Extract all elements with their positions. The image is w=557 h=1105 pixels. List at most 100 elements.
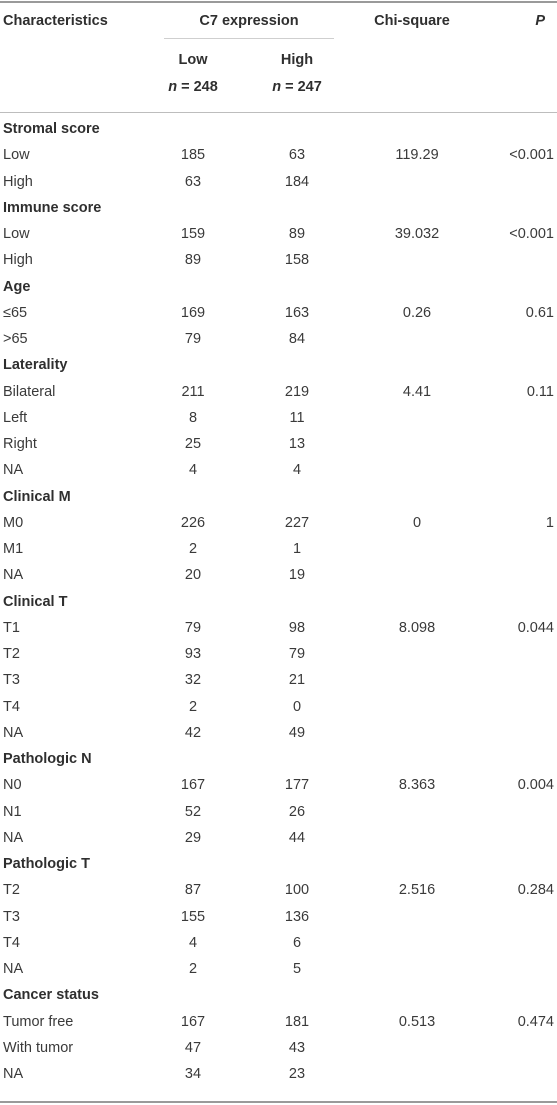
low-count: 167 bbox=[180, 777, 206, 794]
high-count: 43 bbox=[288, 1039, 306, 1056]
high-count: 136 bbox=[284, 908, 310, 925]
group-label: Stromal score bbox=[3, 121, 100, 137]
low-count: 167 bbox=[180, 1013, 206, 1030]
group-label: Cancer status bbox=[3, 987, 99, 1004]
high-count: 19 bbox=[288, 567, 306, 584]
p-value: 0.004 bbox=[517, 777, 554, 794]
header-high-label: High bbox=[280, 52, 314, 68]
high-count: 0 bbox=[292, 698, 302, 715]
p-value: 0.474 bbox=[517, 1013, 554, 1030]
row-label: T2 bbox=[3, 646, 20, 662]
header-p: P bbox=[535, 13, 545, 29]
high-count: 1 bbox=[292, 541, 302, 557]
low-count: 42 bbox=[184, 724, 202, 741]
low-count: 89 bbox=[184, 252, 202, 269]
low-count: 185 bbox=[180, 147, 206, 164]
p-value: <0.001 bbox=[509, 226, 554, 242]
high-count: 177 bbox=[284, 777, 310, 794]
group-header-row: Clinical T bbox=[0, 589, 557, 615]
table-row: T2 93 79 bbox=[0, 641, 557, 667]
row-label: Right bbox=[3, 436, 37, 452]
group-label: Laterality bbox=[3, 357, 68, 374]
group-label: Clinical T bbox=[3, 593, 68, 610]
table-row: NA 42 49 bbox=[0, 720, 557, 746]
p-value: 0.11 bbox=[526, 383, 554, 400]
low-count: 87 bbox=[184, 882, 202, 899]
table-row: Tumor free 167 181 0.513 0.474 bbox=[0, 1009, 557, 1035]
high-count: 23 bbox=[288, 1066, 306, 1082]
p-value: 0.044 bbox=[517, 619, 554, 636]
low-count: 34 bbox=[184, 1066, 202, 1082]
p-value: 0.61 bbox=[525, 304, 554, 321]
row-label: Low bbox=[3, 147, 30, 164]
row-label: NA bbox=[3, 829, 24, 846]
low-count: 79 bbox=[184, 331, 202, 347]
table-row: ≤65 169 163 0.26 0.61 bbox=[0, 300, 557, 326]
low-count: 25 bbox=[184, 436, 202, 452]
table-row: Bilateral 211 219 4.41 0.11 bbox=[0, 379, 557, 405]
row-label: NA bbox=[3, 567, 24, 584]
header-high-n: n = 247 bbox=[272, 79, 322, 95]
table-row: M1 2 1 bbox=[0, 536, 557, 562]
low-count: 211 bbox=[181, 383, 205, 400]
high-count: 26 bbox=[288, 803, 306, 820]
low-count: 169 bbox=[180, 304, 206, 321]
table-row: T3 32 21 bbox=[0, 667, 557, 693]
low-count: 2 bbox=[188, 541, 198, 557]
header-low-label: Low bbox=[178, 52, 208, 68]
low-count: 8 bbox=[188, 409, 198, 426]
row-label: ≤65 bbox=[3, 304, 28, 321]
header-chi-square: Chi-square bbox=[374, 13, 450, 29]
low-count: 29 bbox=[184, 829, 202, 846]
table-row: N1 52 26 bbox=[0, 799, 557, 825]
row-label: T1 bbox=[3, 619, 20, 636]
high-count: 13 bbox=[288, 436, 306, 452]
high-count: 49 bbox=[288, 724, 306, 741]
group-label: Pathologic N bbox=[3, 751, 92, 767]
table-row: High 63 184 bbox=[0, 169, 557, 195]
header-divider bbox=[0, 112, 557, 113]
row-label: >65 bbox=[3, 331, 28, 347]
low-count: 2 bbox=[188, 698, 198, 715]
group-header-row: Age bbox=[0, 274, 557, 300]
table-row: NA 20 19 bbox=[0, 562, 557, 588]
table-bottom-rule bbox=[0, 1101, 557, 1103]
high-count: 5 bbox=[292, 961, 302, 977]
table-body: Stromal score Low 185 63 119.29 <0.001 High 63 1… bbox=[0, 116, 557, 1087]
low-count: 47 bbox=[184, 1039, 202, 1056]
table-row: Left 8 11 bbox=[0, 405, 557, 431]
table-row: High 89 158 bbox=[0, 247, 557, 273]
row-label: M1 bbox=[3, 541, 24, 557]
chi-square-value: 0.513 bbox=[398, 1013, 436, 1030]
low-count: 79 bbox=[184, 619, 202, 636]
high-count: 6 bbox=[292, 934, 302, 951]
high-count: 98 bbox=[288, 619, 306, 636]
table-row: M0 226 227 0 1 bbox=[0, 510, 557, 536]
row-label: High bbox=[3, 173, 33, 190]
group-label: Clinical M bbox=[3, 488, 71, 505]
chi-square-value: 2.516 bbox=[398, 882, 436, 899]
table-row: T1 79 98 8.098 0.044 bbox=[0, 615, 557, 641]
chi-square-value: 39.032 bbox=[394, 226, 440, 242]
low-count: 155 bbox=[180, 908, 206, 925]
chi-square-value: 119.29 bbox=[395, 147, 439, 164]
header-low-n: n = 248 bbox=[168, 79, 218, 95]
group-header-row: Laterality bbox=[0, 352, 557, 378]
row-label: With tumor bbox=[3, 1039, 74, 1056]
group-header-row: Immune score bbox=[0, 195, 557, 221]
p-value: 1 bbox=[545, 514, 554, 531]
header-characteristics: Characteristics bbox=[3, 13, 108, 29]
row-label: High bbox=[3, 252, 33, 269]
low-count: 52 bbox=[184, 803, 202, 820]
group-label: Age bbox=[3, 278, 31, 295]
table-row: T2 87 100 2.516 0.284 bbox=[0, 877, 557, 903]
row-label: N1 bbox=[3, 803, 22, 820]
high-count: 219 bbox=[284, 383, 310, 400]
group-header-row: Clinical M bbox=[0, 484, 557, 510]
high-count: 89 bbox=[288, 226, 306, 242]
group-label: Immune score bbox=[3, 199, 102, 216]
row-label: Tumor free bbox=[3, 1013, 74, 1030]
high-count: 227 bbox=[284, 514, 310, 531]
high-count: 21 bbox=[288, 672, 306, 689]
chi-square-value: 0 bbox=[412, 514, 422, 531]
